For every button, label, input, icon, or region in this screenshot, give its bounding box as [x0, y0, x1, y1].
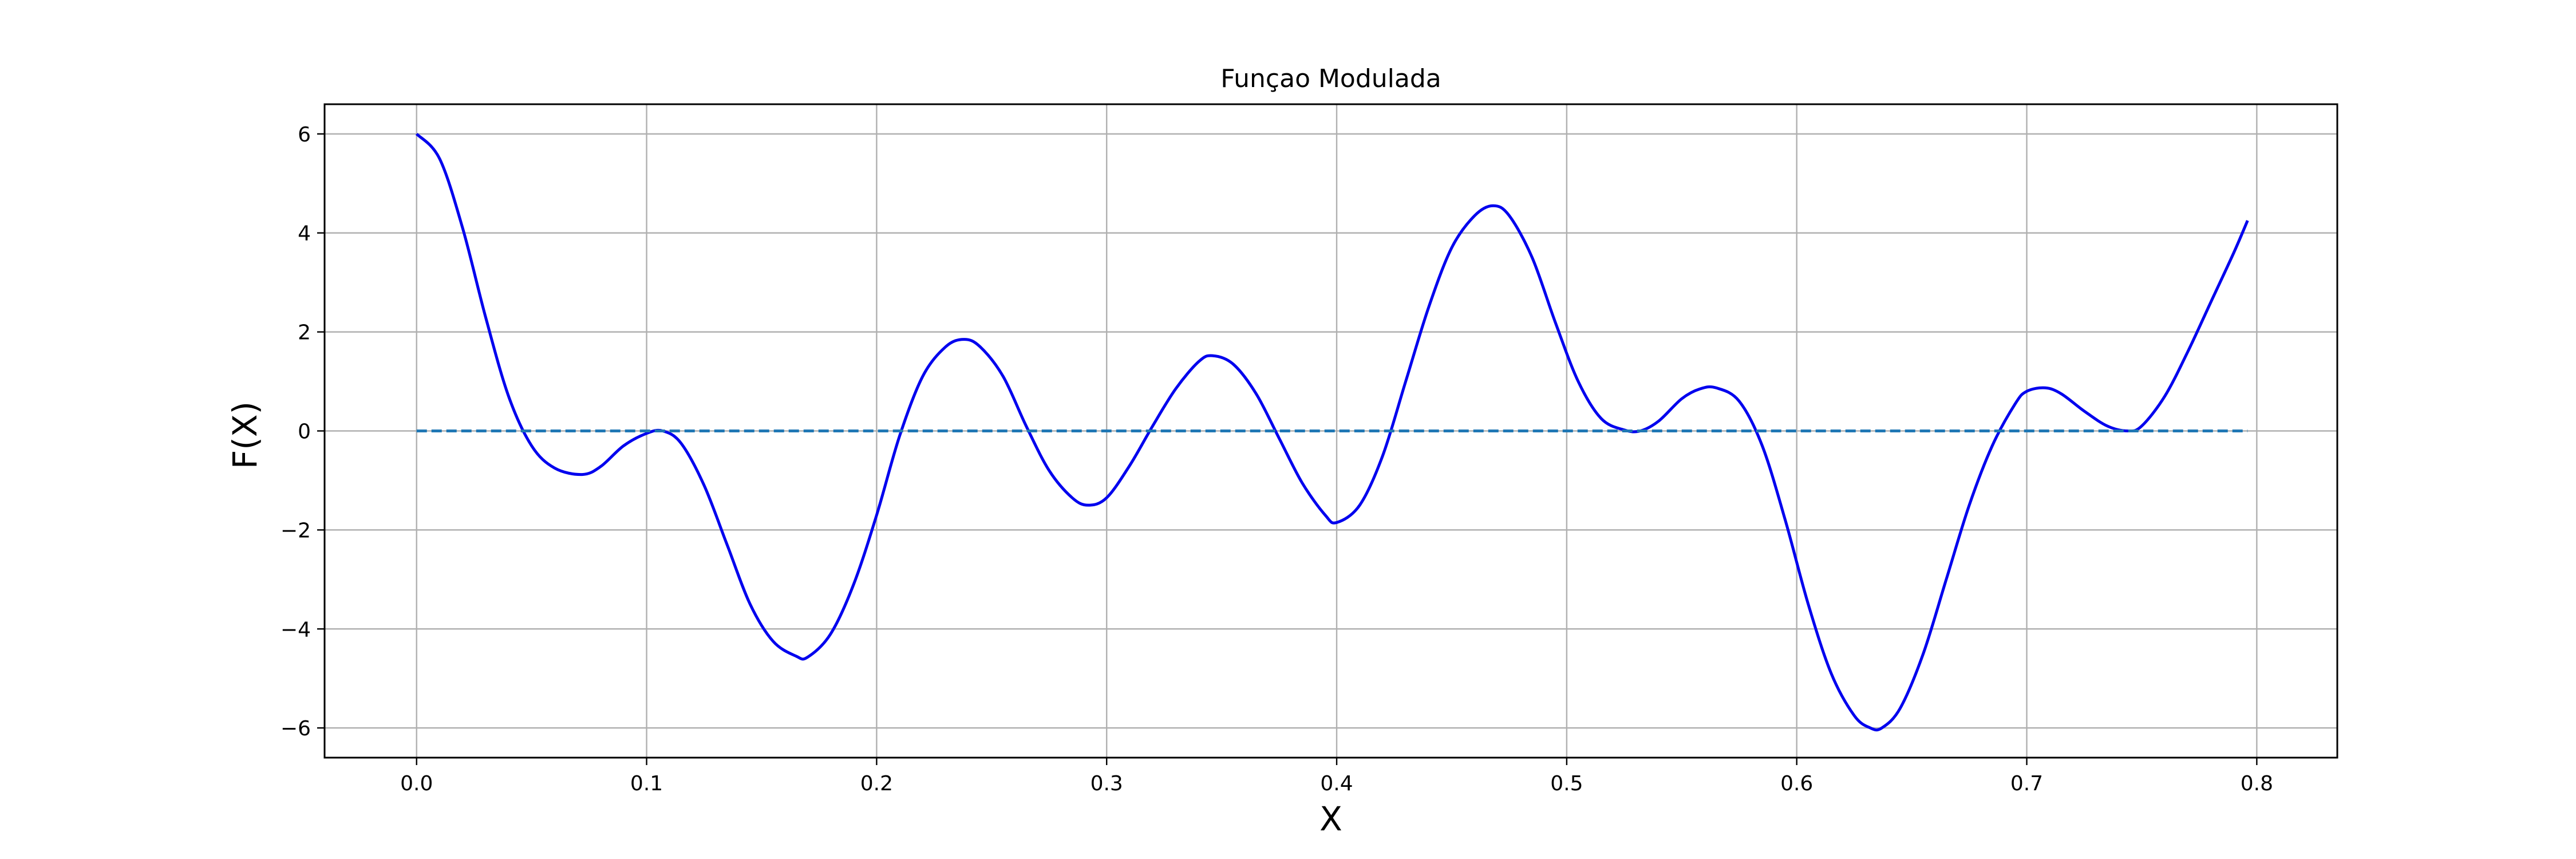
y-tick-label: 6 — [298, 123, 311, 147]
y-tick-label: −2 — [280, 519, 311, 542]
y-axis-label: F(X) — [226, 401, 264, 469]
plot-series — [415, 133, 2249, 732]
x-tick-label: 0.4 — [1320, 772, 1353, 795]
y-tick-label: 0 — [298, 420, 311, 444]
x-tick-label: 0.3 — [1091, 772, 1123, 795]
x-axis-label: X — [1319, 799, 1342, 838]
axis-ticks: 0.0 0.1 0.2 0.3 0.4 0.5 0.6 0.7 0.8 −6 −4 −2 0 2 4 6 — [280, 123, 2273, 795]
x-tick-label: 0.7 — [2010, 772, 2043, 795]
grid — [325, 104, 2337, 758]
x-tick-label: 0.0 — [400, 772, 433, 795]
chart-title: Funçao Modulada — [1220, 64, 1441, 93]
y-tick-label: 4 — [298, 222, 311, 246]
x-tick-label: 0.1 — [630, 772, 663, 795]
x-tick-label: 0.6 — [1780, 772, 1813, 795]
y-tick-label: −6 — [280, 717, 311, 740]
y-tick-label: −4 — [280, 618, 311, 641]
x-tick-label: 0.5 — [1550, 772, 1583, 795]
x-tick-label: 0.2 — [860, 772, 893, 795]
signal-line — [415, 133, 2249, 732]
y-tick-label: 2 — [298, 321, 311, 345]
x-tick-label: 0.8 — [2241, 772, 2273, 795]
